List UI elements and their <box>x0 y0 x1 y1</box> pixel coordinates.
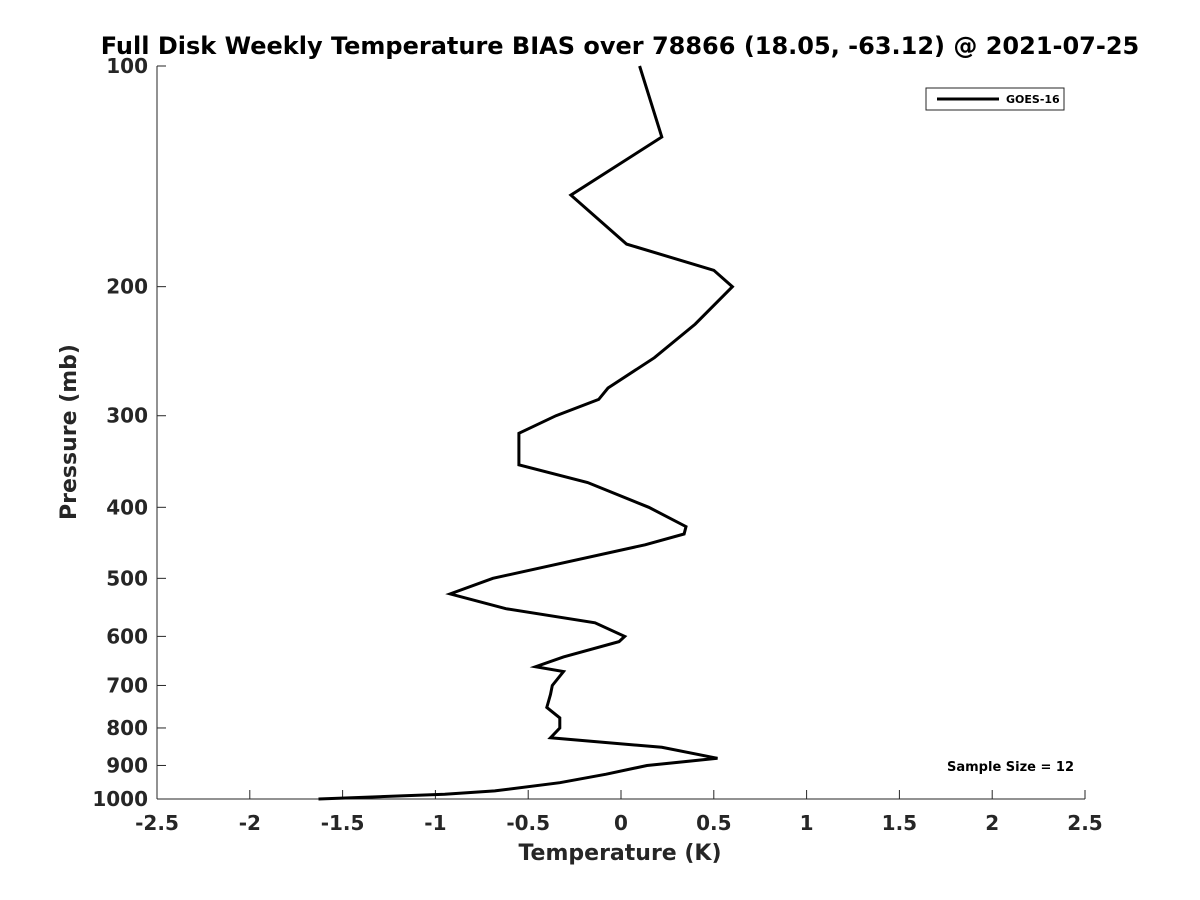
y-tick-label: 600 <box>106 624 148 648</box>
y-tick-label: 800 <box>106 716 148 740</box>
y-tick-label: 500 <box>106 566 148 590</box>
x-tick-label: -1 <box>424 811 446 835</box>
series-line-goes-16 <box>318 65 735 801</box>
y-tick-label: 300 <box>106 404 148 428</box>
y-tick-label: 900 <box>106 753 148 777</box>
x-tick-label: 2 <box>985 811 999 835</box>
y-axis-label: Pressure (mb) <box>57 344 82 520</box>
y-tick-label: 400 <box>106 495 148 519</box>
y-tick-label: 700 <box>106 673 148 697</box>
x-tick-label: -0.5 <box>506 811 550 835</box>
legend: GOES-16 <box>925 87 1065 111</box>
x-tick-label: -2 <box>239 811 261 835</box>
legend-label: GOES-16 <box>1006 93 1060 106</box>
sample-size-annotation: Sample Size = 12 <box>947 760 1074 775</box>
chart-title: Full Disk Weekly Temperature BIAS over 7… <box>101 32 1140 60</box>
y-tick-label: 200 <box>106 275 148 299</box>
x-tick-label: 0 <box>614 811 628 835</box>
x-tick-label: 1.5 <box>882 811 917 835</box>
x-axis-label: Temperature (K) <box>518 841 721 866</box>
y-tick-label: 100 <box>106 54 148 78</box>
y-tick-label: 1000 <box>92 787 148 811</box>
x-tick-label: 0.5 <box>696 811 731 835</box>
x-tick-label: 1 <box>800 811 814 835</box>
x-tick-label: -2.5 <box>135 811 179 835</box>
x-tick-label: -1.5 <box>321 811 365 835</box>
series-layer <box>318 65 735 801</box>
x-tick-label: 2.5 <box>1067 811 1102 835</box>
axes: -2.5 -2 -1.5 -1 -0.5 0 0.5 1 1.5 2 2.5 100 200 300 400… <box>92 54 1102 835</box>
